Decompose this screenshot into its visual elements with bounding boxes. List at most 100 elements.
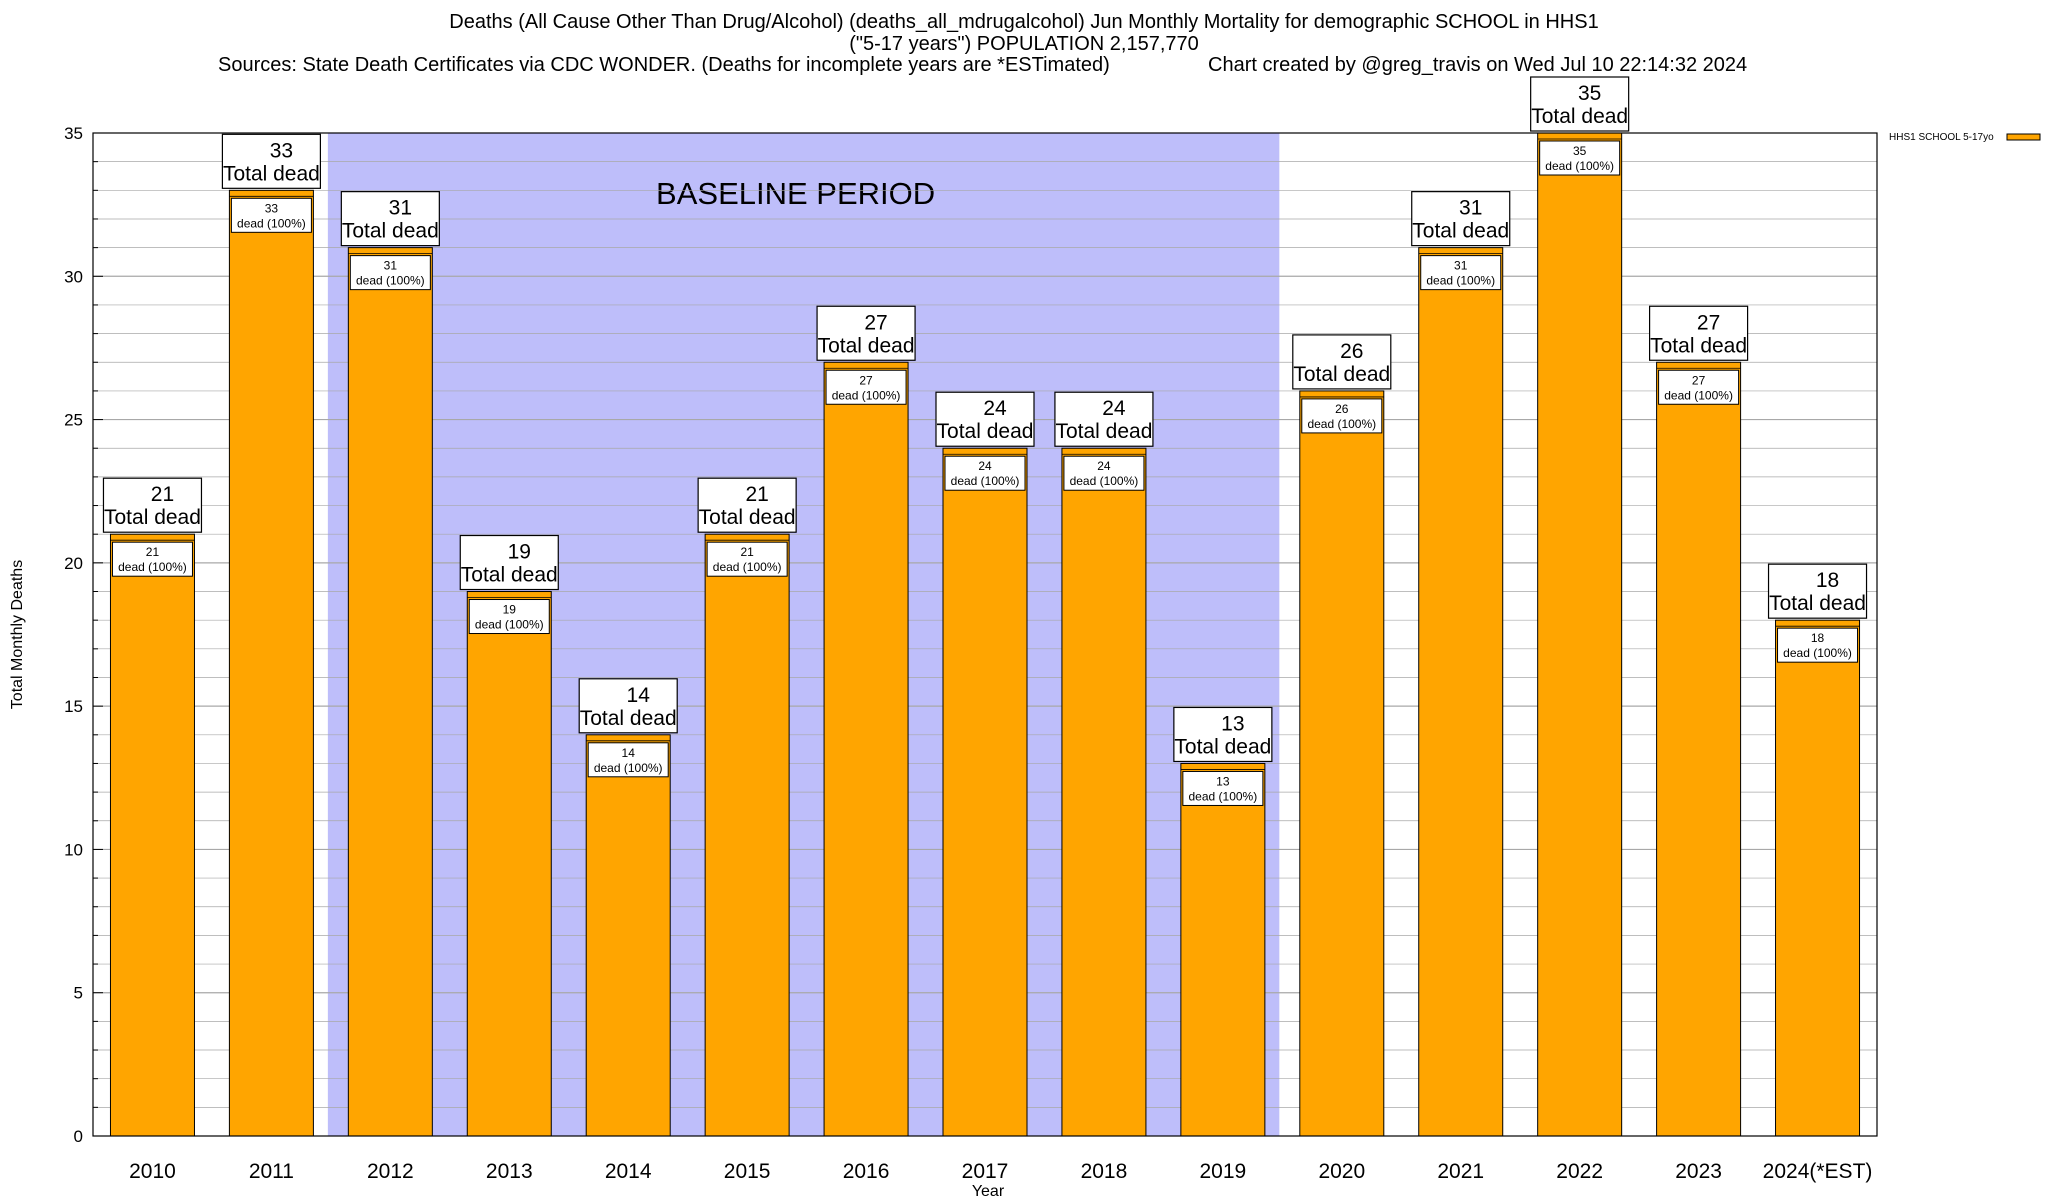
bar [1775,619,1861,1137]
bar-top-label: Total dead [1769,592,1866,615]
bar-top-value: 27 [1697,311,1720,334]
bar-inner-box [1301,398,1383,434]
bar-top-value: 18 [1816,569,1839,592]
bar-top-label: Total dead [342,220,439,243]
bar [1299,390,1385,1137]
y-tick-label: 0 [74,1127,83,1146]
x-tick-label: 2012 [367,1160,414,1183]
bar-inner-box [349,255,431,291]
bar-top-box [697,477,797,533]
bar-inner-value: 24 [1097,459,1111,473]
x-tick-label: 2010 [129,1160,176,1183]
bar-inner-value: 26 [1335,402,1349,416]
bar-top-label: Total dead [1650,334,1747,357]
bar-top-label: Total dead [580,707,677,730]
bar [1180,762,1266,1137]
bar-top-label: Total dead [1293,363,1390,386]
bar-top-value: 24 [1102,397,1126,420]
bar-inner-box [230,197,312,233]
x-tick-label: 2011 [249,1160,294,1183]
x-tick-label: 2017 [962,1160,1009,1183]
bar-inner-box [1658,369,1740,405]
bar-inner-value: 35 [1573,144,1587,158]
bar-top-label: Total dead [461,564,558,587]
bar-inner-box [587,742,669,778]
bar-inner-label: dead (100%) [1307,417,1376,431]
bar [823,361,909,1137]
y-axis-label: Total Monthly Deaths [9,560,26,709]
bar-inner-box [1182,770,1264,806]
bar-inner-value: 33 [265,201,279,215]
x-tick-label: 2022 [1556,1160,1603,1183]
bar-inner-value: 13 [1216,774,1230,788]
x-tick-label: 2014 [605,1160,652,1183]
bar-inner-label: dead (100%) [118,560,187,574]
bar-inner-label: dead (100%) [713,560,782,574]
x-tick-label: 2021 [1437,1160,1484,1183]
bar-inner-value: 27 [859,373,873,387]
bar-top-label: Total dead [1174,735,1271,758]
bar-inner-label: dead (100%) [1545,159,1614,173]
bar-top-box [459,534,559,591]
bar-top-box [935,391,1035,447]
bar-top-value: 27 [864,311,887,334]
bar-top-box [1054,391,1154,447]
bar [347,247,433,1137]
bar-top-box [816,305,916,361]
y-tick-label: 10 [64,840,83,859]
bar-inner-label: dead (100%) [356,274,425,288]
bar-inner-value: 21 [740,545,754,559]
chart-sources: Sources: State Death Certificates via CD… [218,54,1110,76]
plot-frame [92,132,1878,1137]
bar-inner-box [706,541,788,577]
bar-top-box [1648,305,1749,361]
bar-top-label: Total dead [223,162,320,185]
bar-top-value: 13 [1221,712,1244,735]
x-tick-label: 2019 [1200,1160,1247,1183]
bar-top-label: Total dead [1531,105,1628,128]
bar-top-value: 19 [508,541,531,564]
bar-top-box [340,191,440,247]
bar-inner-box [1063,455,1145,491]
bar [1537,132,1623,1137]
bar-top-label: Total dead [937,420,1034,443]
y-tick-label: 25 [64,411,83,430]
bar-top-label: Total dead [1412,220,1509,243]
baseline-label: BASELINE PERIOD [656,176,935,211]
bar-top-box [1292,334,1392,390]
y-tick-label: 35 [64,124,83,143]
bar-inner-value: 14 [622,746,636,760]
bar-inner-label: dead (100%) [1189,789,1258,803]
chart-header: Deaths (All Cause Other Than Drug/Alcoho… [0,0,2048,80]
x-tick-label: 2013 [486,1160,533,1183]
bar-top-label: Total dead [104,506,201,529]
bar-inner-label: dead (100%) [1783,646,1852,660]
bar-inner-value: 24 [978,459,992,473]
bar-inner-box [468,599,550,635]
bar-inner-box [1777,627,1859,663]
bar-top-box [102,477,203,533]
bar-inner-value: 19 [503,603,517,617]
bar-top-label: Total dead [818,334,915,357]
bar [1418,247,1504,1137]
legend-label: HHS1 SCHOOL 5-17yo [1889,132,1994,143]
bar-top-label: Total dead [1055,420,1152,443]
bar [228,189,314,1137]
bar-top-value: 26 [1340,340,1363,363]
y-tick-label: 20 [64,554,83,573]
y-tick-label: 15 [64,697,83,716]
bar [466,591,552,1137]
bar-inner-label: dead (100%) [237,216,306,230]
bar [704,533,790,1137]
